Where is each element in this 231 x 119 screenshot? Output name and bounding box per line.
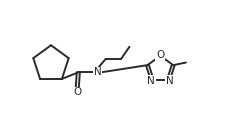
Text: O: O: [73, 87, 81, 97]
Text: O: O: [156, 50, 164, 60]
Text: N: N: [94, 67, 101, 77]
Text: N: N: [166, 76, 173, 86]
Text: N: N: [147, 76, 155, 86]
